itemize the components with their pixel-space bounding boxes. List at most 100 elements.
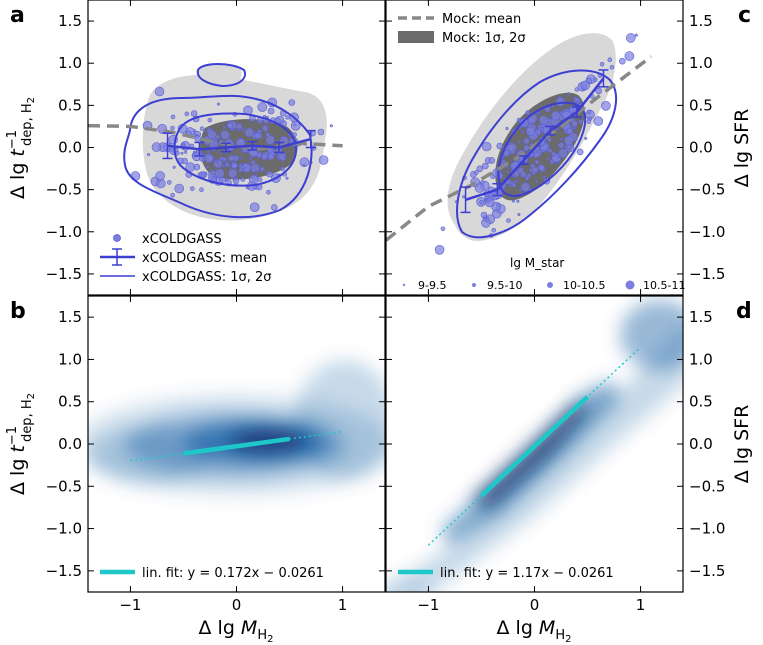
y-tick-label: 0.5: [58, 393, 82, 411]
scatter-point: [204, 172, 208, 176]
scatter-point: [199, 187, 204, 192]
scatter-point: [207, 117, 213, 123]
scatter-point: [193, 129, 197, 133]
y-tick-label: −1.5: [689, 265, 725, 283]
xcoldgass-mean-errorbar: [194, 141, 205, 157]
scatter-point: [462, 195, 466, 199]
y-tick-label: 1.5: [689, 12, 713, 30]
scatter-point: [184, 111, 190, 117]
y-tick-label: 1.0: [689, 54, 713, 72]
scatter-point: [290, 121, 301, 131]
y-tick-label: −1.5: [46, 562, 82, 580]
scatter-point: [228, 154, 235, 162]
y-tick-label: 1.5: [58, 308, 82, 326]
scatter-point: [244, 127, 254, 138]
xcoldgass-mean-errorbar: [518, 155, 529, 166]
scatter-point: [254, 132, 261, 139]
xcoldgass-2sigma-contour: [456, 69, 618, 239]
scatter-point: [230, 128, 234, 132]
scatter-point: [624, 51, 635, 61]
legend-a: xCOLDGASS xCOLDGASS: mean xCOLDGASS: 1σ,…: [100, 232, 272, 285]
xlabel-d: Δ lg MH2: [497, 617, 572, 645]
xlabel-b: Δ lg MH2: [199, 617, 274, 645]
scatter-point: [231, 162, 238, 169]
xcoldgass-mean-errorbar: [598, 69, 609, 88]
scatter-point: [261, 124, 269, 132]
scatter-point: [618, 57, 626, 65]
ylabel-c: Δ lg SFR: [731, 109, 753, 188]
scatter-point: [199, 126, 205, 132]
x-tick-label: −1: [417, 596, 439, 614]
scatter-point: [523, 137, 530, 145]
panel-d: lin. fit: y = 1.17x − 0.0261: [386, 300, 683, 592]
xcoldgass-mean-errorbar: [460, 186, 471, 214]
size-marker-4: [625, 280, 635, 290]
scatter-point: [586, 109, 592, 115]
scatter-point: [213, 141, 219, 146]
y-tick-label: 0.5: [689, 96, 713, 114]
scatter-point: [250, 160, 256, 165]
scatter-point: [503, 150, 510, 157]
scatter-point: [516, 117, 522, 123]
scatter-point: [226, 122, 234, 129]
scatter-point: [505, 127, 509, 131]
scatter-point: [190, 186, 195, 191]
scatter-point: [599, 62, 605, 67]
svg-text:Δ lg MH2: Δ lg MH2: [497, 617, 572, 645]
ylabel-d: Δ lg SFR: [731, 405, 753, 484]
ylabel-b: Δ lg t−1dep, H2: [5, 393, 37, 495]
legend-label-contours: xCOLDGASS: 1σ, 2σ: [142, 270, 272, 285]
y-tick-label: 1.0: [58, 54, 82, 72]
scatter-point: [299, 157, 310, 167]
scatter-point: [607, 57, 613, 63]
scatter-point: [555, 127, 559, 131]
y-tick-label: 1.0: [689, 350, 713, 368]
x-tick-label: 1: [338, 596, 348, 614]
scatter-point: [505, 165, 509, 169]
scatter-point: [220, 130, 230, 140]
scatter-point: [508, 141, 512, 145]
scatter-point: [151, 142, 162, 152]
scatter-point: [559, 137, 563, 141]
xcoldgass-2sigma-contour: [123, 94, 313, 219]
y-tick-label: −0.5: [46, 477, 82, 495]
xcoldgass-mean-errorbar: [220, 142, 231, 153]
scatter-point: [592, 77, 598, 83]
scatter-point: [484, 197, 495, 208]
scatter-point: [538, 115, 549, 125]
panel-letter-c: c: [738, 3, 751, 28]
scatter-point: [506, 218, 511, 223]
scatter-point: [511, 199, 515, 203]
scatter-point: [249, 156, 253, 160]
size-marker-3: [547, 282, 553, 288]
legend-label-mock-region: Mock: 1σ, 2σ: [442, 31, 526, 46]
scatter-point: [267, 153, 275, 161]
scatter-point: [190, 110, 198, 117]
size-label-4: 10.5-11: [643, 279, 685, 292]
scatter-point: [170, 192, 175, 198]
scatter-point: [233, 175, 237, 179]
scatter-point: [491, 228, 497, 233]
svg-text:Δ lg SFR: Δ lg SFR: [731, 109, 753, 188]
scatter-point: [292, 132, 297, 137]
scatter-point: [488, 157, 496, 164]
scatter-point: [241, 128, 245, 132]
scatter-point: [537, 111, 541, 115]
scatter-point: [572, 126, 576, 130]
density-map-d: [386, 300, 683, 592]
scatter-point: [490, 174, 495, 179]
xcoldgass-mean-line: [167, 137, 312, 151]
y-tick-label: 0.0: [689, 435, 713, 453]
scatter-point: [329, 124, 333, 128]
scatter-point: [261, 153, 268, 161]
scatter-point: [542, 175, 546, 179]
scatter-point: [206, 150, 210, 154]
scatter-point: [270, 204, 278, 211]
scatter-point: [215, 160, 219, 164]
scatter-point: [601, 101, 611, 111]
scatter-point: [217, 102, 221, 106]
x-tick-label: 0: [232, 596, 242, 614]
svg-text:Δ lg SFR: Δ lg SFR: [731, 405, 753, 484]
scatter-point: [285, 176, 289, 180]
scatter-point: [240, 177, 246, 182]
